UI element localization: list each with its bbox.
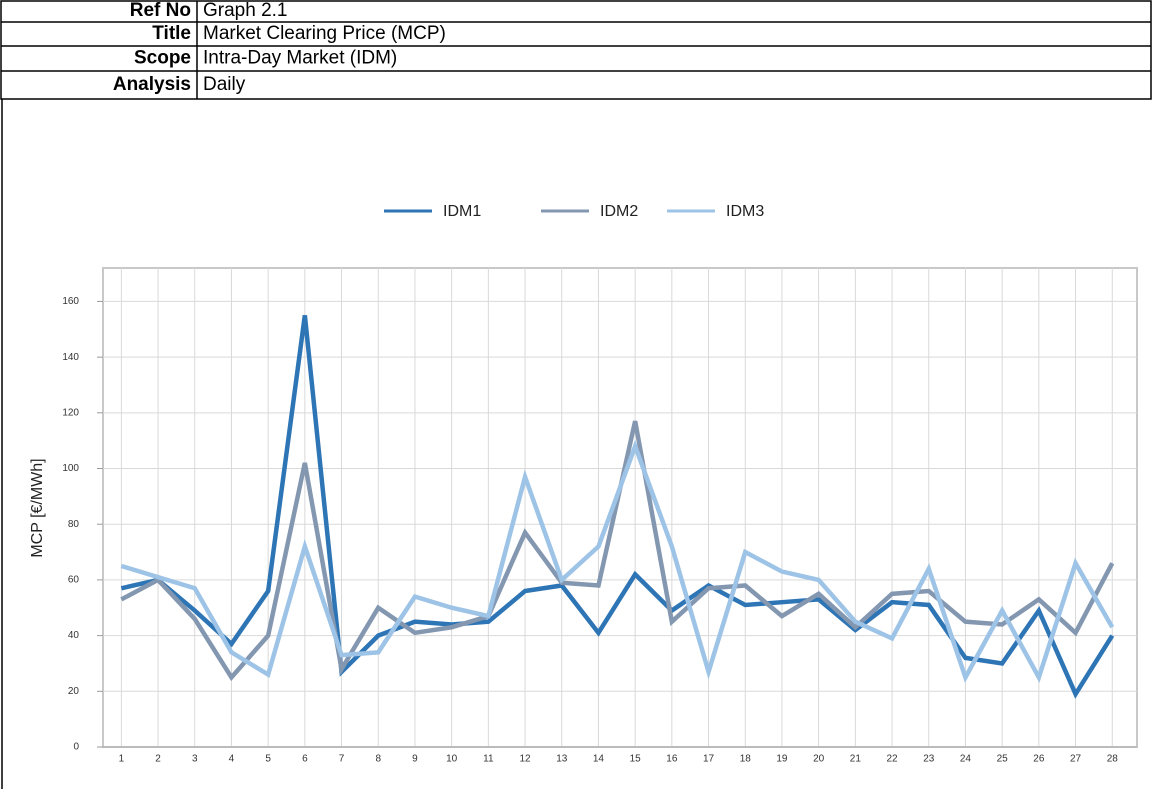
x-tick-label: 22 — [886, 754, 898, 765]
header-value: Graph 2.1 — [203, 0, 288, 21]
y-tick-label: 20 — [68, 686, 80, 697]
y-tick-label: 60 — [68, 575, 80, 586]
x-tick-label: 5 — [265, 754, 271, 765]
x-tick-label: 23 — [923, 754, 935, 765]
y-tick-label: 120 — [62, 407, 79, 418]
x-tick-label: 11 — [483, 754, 494, 765]
y-tick-label: 160 — [62, 296, 79, 307]
legend-label: IDM3 — [726, 203, 764, 220]
x-tick-label: 21 — [850, 754, 862, 765]
x-tick-label: 6 — [302, 754, 308, 765]
plot-area — [102, 267, 1138, 748]
x-tick-label: 13 — [556, 754, 568, 765]
y-axis-label: MCP [€/MWh] — [29, 458, 46, 557]
y-tick-label: 80 — [68, 519, 80, 530]
x-tick-label: 8 — [375, 754, 381, 765]
x-tick-label: 19 — [776, 754, 788, 765]
legend-label: IDM1 — [443, 203, 481, 220]
x-tick-label: 28 — [1107, 754, 1119, 765]
header-value: Daily — [203, 74, 246, 95]
x-tick-label: 17 — [703, 754, 715, 765]
x-tick-label: 1 — [119, 754, 125, 765]
header-border — [0, 0, 1152, 100]
x-tick-label: 3 — [192, 754, 198, 765]
x-tick-label: 14 — [593, 754, 605, 765]
y-tick-label: 0 — [73, 742, 79, 753]
header-value: Market Clearing Price (MCP) — [203, 23, 446, 44]
series-line — [120, 315, 1115, 699]
x-tick-label: 20 — [813, 754, 825, 765]
y-tick-label: 100 — [62, 463, 79, 474]
x-tick-label: 18 — [740, 754, 752, 765]
header-label: Scope — [134, 48, 191, 69]
x-tick-label: 4 — [229, 754, 235, 765]
header-value: Intra-Day Market (IDM) — [203, 48, 397, 69]
x-tick-label: 25 — [997, 754, 1009, 765]
legend-label: IDM2 — [600, 203, 638, 220]
y-tick-label: 140 — [62, 352, 79, 363]
x-tick-label: 27 — [1070, 754, 1082, 765]
x-tick-label: 16 — [666, 754, 678, 765]
header-label: Title — [152, 23, 191, 44]
x-tick-label: 7 — [339, 754, 345, 765]
x-tick-label: 24 — [960, 754, 972, 765]
x-tick-label: 15 — [630, 754, 642, 765]
x-tick-label: 12 — [519, 754, 531, 765]
y-tick-label: 40 — [68, 630, 80, 641]
x-tick-label: 10 — [446, 754, 458, 765]
x-tick-label: 26 — [1033, 754, 1045, 765]
header-label: Analysis — [113, 74, 191, 95]
series-line — [120, 420, 1115, 682]
x-tick-label: 9 — [412, 754, 418, 765]
x-tick-label: 2 — [155, 754, 161, 765]
header-label: Ref No — [130, 0, 191, 21]
series-line — [120, 439, 1115, 684]
